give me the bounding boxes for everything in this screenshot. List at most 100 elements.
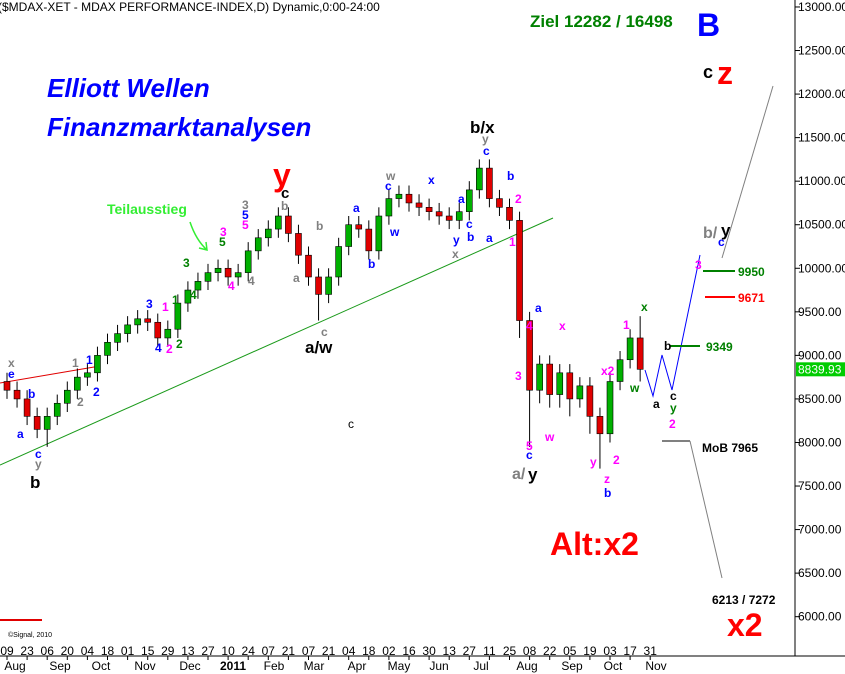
candle-body	[596, 416, 604, 435]
x-tick-label: 07	[262, 644, 276, 658]
annotation: c	[526, 448, 533, 462]
candle-body	[23, 398, 31, 417]
y-tick-label: 6000.00	[798, 610, 842, 624]
candle-body	[496, 198, 503, 208]
annotation: Elliott Wellen	[47, 73, 210, 103]
candle-body	[506, 207, 513, 221]
annotation: c	[703, 62, 713, 82]
annotation: b	[604, 486, 611, 500]
candle-body	[556, 372, 564, 395]
x-month-label: Feb	[264, 659, 285, 673]
x-tick-label: 04	[342, 644, 356, 658]
candle-body	[325, 276, 332, 295]
candle-body	[285, 215, 292, 234]
candle-body	[616, 359, 624, 382]
annotation: a	[486, 231, 493, 245]
annotation: 3	[220, 225, 227, 239]
candle-body	[415, 202, 423, 208]
candle-body	[154, 321, 162, 339]
x-month-label: Aug	[4, 659, 25, 673]
annotation: b	[316, 219, 323, 233]
candle-body	[174, 302, 182, 330]
x-tick-label: 27	[463, 644, 477, 658]
x-tick-label: 23	[20, 644, 34, 658]
x-month-label: May	[388, 659, 411, 673]
y-tick-label: 7000.00	[798, 523, 842, 537]
candle-body	[33, 416, 41, 430]
candle-body	[355, 224, 363, 230]
candle-body	[315, 276, 322, 295]
y-tick-label: 9500.00	[798, 305, 842, 319]
x-month-label: Jun	[429, 659, 448, 673]
annotation: w	[544, 430, 555, 444]
annotation: 3	[183, 256, 190, 270]
y-tick-label: 10500.00	[798, 218, 845, 232]
trend-line	[0, 217, 554, 466]
y-tick-label: 11000.00	[798, 174, 845, 188]
annotation: a	[293, 271, 300, 285]
x-month-label: Dec	[179, 659, 200, 673]
annotation: 2	[613, 453, 620, 467]
annotation: y	[35, 457, 42, 471]
annotation: c	[348, 417, 354, 431]
candle-body	[445, 215, 453, 221]
x-tick-label: 08	[523, 644, 537, 658]
x-tick-label: 21	[282, 644, 296, 658]
annotation: Teilausstieg	[107, 201, 187, 217]
annotation: y	[273, 157, 291, 193]
annotation: 3	[146, 297, 153, 311]
annotation: 1	[623, 318, 630, 332]
annotation: 1	[509, 235, 516, 249]
y-tick-label: 10000.00	[798, 261, 845, 275]
annotation: x2	[727, 607, 763, 643]
annotation: z	[717, 55, 733, 91]
x-month-label: Oct	[92, 659, 111, 673]
x-tick-label: 05	[563, 644, 577, 658]
candle-body	[345, 224, 353, 247]
last-price-box	[796, 362, 845, 377]
x-tick-label: 06	[41, 644, 55, 658]
projection-line	[689, 440, 723, 579]
x-month-label: Sep	[561, 659, 583, 673]
x-month-label: Nov	[645, 659, 666, 673]
trend-line-red	[0, 365, 101, 384]
annotation: 9950	[738, 265, 765, 279]
annotation: a	[458, 192, 465, 206]
annotation: 2	[176, 337, 183, 351]
annotation: w	[629, 381, 640, 395]
annotation: c	[35, 447, 42, 461]
annotation: c	[718, 235, 725, 249]
candle-body	[526, 320, 533, 391]
annotation: 4	[155, 341, 162, 355]
annotation: B	[697, 7, 720, 43]
annotation: 9671	[738, 291, 765, 305]
candle-body	[104, 342, 111, 356]
x-tick-label: 19	[583, 644, 597, 658]
annotation: y	[453, 233, 460, 247]
candle-body	[184, 289, 192, 304]
candle-body	[194, 281, 202, 291]
annotation: w	[389, 225, 400, 239]
annotation: w	[385, 169, 396, 183]
candle-body	[94, 355, 101, 374]
annotation: c	[321, 325, 328, 339]
annotation: b	[30, 473, 40, 492]
x-month-label: 2011	[220, 659, 246, 673]
x-tick-label: 18	[362, 644, 376, 658]
annotation: a/w	[305, 338, 333, 357]
projection-line	[721, 85, 774, 259]
annotation: x	[641, 300, 648, 314]
y-tick-label: 9000.00	[798, 348, 842, 362]
annotation: x	[559, 319, 566, 333]
candle-body	[74, 376, 81, 391]
candle-body	[204, 272, 212, 282]
annotation: b	[467, 230, 474, 244]
annotation: 6213 / 7272	[712, 593, 776, 607]
candle-body	[365, 228, 373, 252]
candle-body	[124, 324, 131, 334]
candle-body	[375, 215, 383, 252]
candle-body	[53, 402, 61, 417]
